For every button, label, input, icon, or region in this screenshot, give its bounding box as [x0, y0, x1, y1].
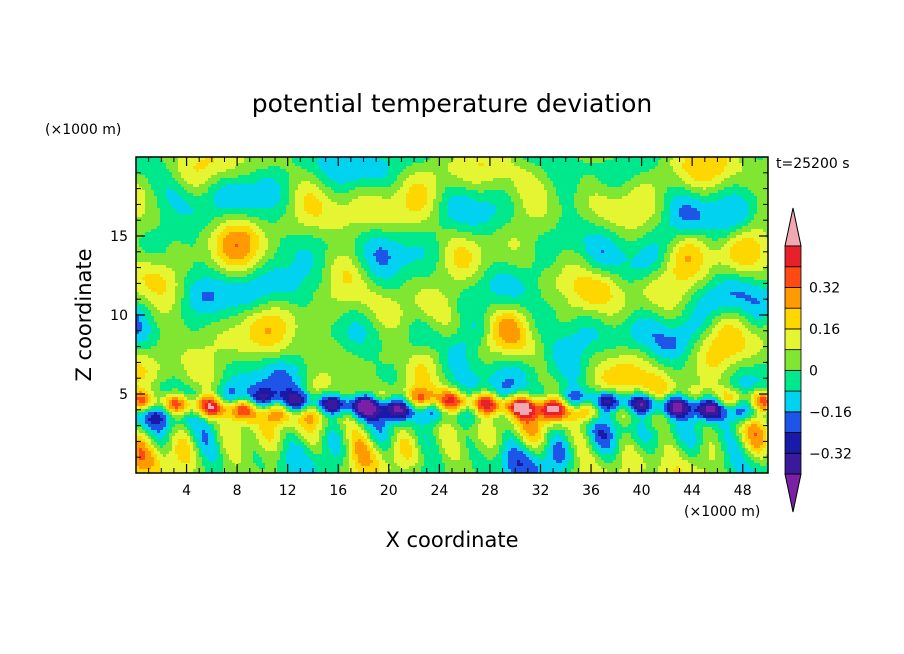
x-axis-label: X coordinate — [385, 528, 518, 552]
colorbar-label: 0.32 — [809, 280, 840, 296]
colorbar-segment — [784, 369, 802, 392]
y-tick-label: 10 — [110, 308, 128, 324]
colorbar-segment — [784, 349, 802, 371]
x-tick-label: 28 — [481, 483, 499, 499]
y-axis-label: Z coordinate — [72, 248, 96, 381]
colorbar-segment — [784, 411, 802, 433]
x-tick-label: 40 — [633, 483, 651, 499]
x-tick-label: 8 — [233, 483, 242, 499]
colorbar-segment — [784, 307, 802, 330]
x-tick-label: 12 — [279, 483, 297, 499]
y-axis-unit: (×1000 m) — [45, 122, 121, 138]
y-tick-label: 5 — [119, 387, 128, 403]
colorbar-segment — [784, 245, 802, 268]
colorbar-segment — [784, 266, 802, 288]
x-tick-label: 4 — [182, 483, 191, 499]
x-tick-label: 32 — [532, 483, 550, 499]
x-tick-label: 36 — [582, 483, 600, 499]
colorbar-label: −0.32 — [809, 446, 852, 462]
colorbar-segment — [784, 432, 802, 454]
x-tick-label: 24 — [430, 483, 448, 499]
x-tick-label: 20 — [380, 483, 398, 499]
x-axis-unit: (×1000 m) — [684, 504, 760, 520]
colorbar-segment — [784, 452, 802, 475]
colorbar-segment — [784, 287, 802, 309]
colorbar-segment — [784, 390, 802, 413]
time-label: t=25200 s — [776, 156, 850, 172]
y-axis: 5 10 15 — [110, 172, 768, 458]
colorbar-label: 0 — [809, 363, 818, 379]
x-axis: 4 8 12 16 20 24 28 32 36 40 44 48 — [148, 157, 756, 499]
colorbar-bottom-extension — [784, 473, 802, 513]
colorbar-label: −0.16 — [809, 405, 852, 421]
contour-field — [136, 157, 768, 473]
x-tick-label: 48 — [734, 483, 752, 499]
x-tick-label: 44 — [683, 483, 701, 499]
colorbar-segment — [784, 328, 802, 351]
chart-title: potential temperature deviation — [252, 89, 652, 118]
x-tick-label: 16 — [329, 483, 347, 499]
colorbar: 0.32 0.16 0 −0.16 −0.32 — [784, 207, 852, 513]
colorbar-top-extension — [784, 207, 802, 247]
colorbar-label: 0.16 — [809, 322, 840, 338]
y-tick-label: 15 — [110, 229, 128, 245]
